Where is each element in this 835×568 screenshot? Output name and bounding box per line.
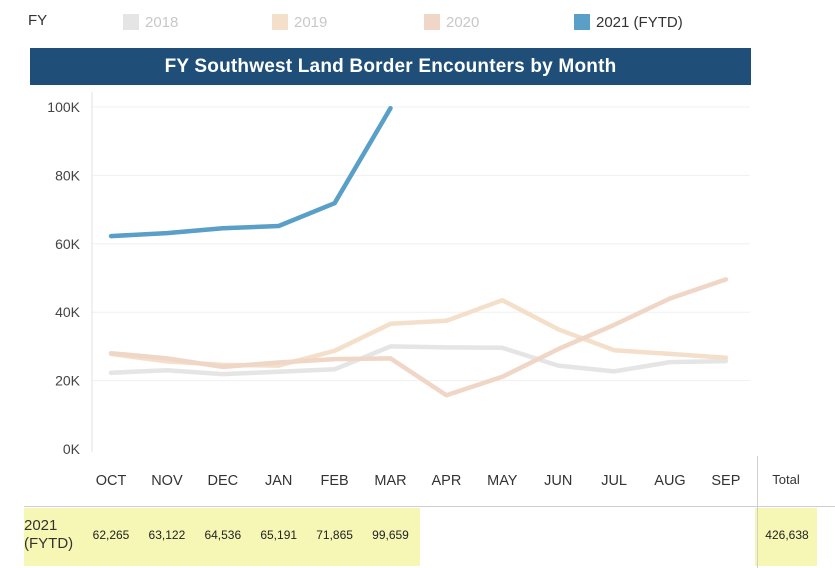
data-table: 2021 (FYTD) 62,265 63,122 64,536 65,191 71,8… xyxy=(0,508,835,568)
y-tick-label: 0K xyxy=(63,441,81,457)
table-highlight xyxy=(24,508,420,566)
y-tick-label: 100K xyxy=(47,99,80,115)
x-tick-label: FEB xyxy=(320,473,348,489)
legend-swatch-2021 xyxy=(574,14,590,30)
x-tick-label: MAY xyxy=(487,473,518,489)
x-tick-label: DEC xyxy=(207,473,238,489)
legend: FY 2018 2019 2020 2021 (FYTD) xyxy=(0,0,835,44)
x-tick-label: JUN xyxy=(544,473,572,489)
table-cell: 71,865 xyxy=(316,528,353,542)
table-row-label: 2021 (FYTD) xyxy=(24,517,74,552)
y-axis: 0K 20K 40K 60K 80K 100K xyxy=(47,92,93,457)
x-tick-label: MAR xyxy=(374,473,406,489)
x-tick-label: SEP xyxy=(711,473,740,489)
legend-swatch-2018 xyxy=(123,14,139,30)
legend-label-2018: 2018 xyxy=(145,13,179,31)
legend-label-2021: 2021 (FYTD) xyxy=(596,13,683,31)
table-total-header: Total xyxy=(772,472,800,487)
y-tick-label: 80K xyxy=(55,167,81,183)
table-cell: 65,191 xyxy=(260,528,298,542)
y-tick-label: 40K xyxy=(55,304,81,320)
x-axis: OCT NOV DEC JAN FEB MAR APR MAY JUN JUL AUG SEP xyxy=(96,473,741,489)
table-cell: 62,265 xyxy=(92,528,130,542)
legend-label-2020: 2020 xyxy=(446,13,480,31)
y-tick-label: 60K xyxy=(55,236,81,252)
legend-item-2018[interactable]: 2018 xyxy=(123,12,178,32)
legend-label-2019: 2019 xyxy=(294,13,328,31)
series-line-2021-fytd xyxy=(108,105,393,239)
x-tick-label: AUG xyxy=(654,473,685,489)
x-tick-label: JAN xyxy=(265,473,292,489)
table-cell: 64,536 xyxy=(204,528,242,542)
table-cell: 99,659 xyxy=(372,528,409,542)
total-highlight xyxy=(755,508,817,566)
gridlines xyxy=(92,106,750,450)
legend-item-2021[interactable]: 2021 (FYTD) xyxy=(574,12,683,32)
legend-swatch-2020 xyxy=(424,14,440,30)
legend-title: FY xyxy=(28,12,48,29)
table-divider xyxy=(24,506,835,507)
x-tick-label: APR xyxy=(431,473,461,489)
series-line-2018 xyxy=(108,344,729,377)
series-layer xyxy=(108,105,729,398)
chart-title: FY Southwest Land Border Encounters by M… xyxy=(30,48,751,85)
legend-item-2019[interactable]: 2019 xyxy=(272,12,327,32)
table-total-value: 426,638 xyxy=(765,528,809,542)
table-cell: 63,122 xyxy=(148,528,186,542)
total-divider xyxy=(757,456,758,568)
y-tick-label: 20K xyxy=(55,373,81,389)
x-tick-label: JUL xyxy=(601,473,627,489)
legend-swatch-2019 xyxy=(272,14,288,30)
x-tick-label: NOV xyxy=(151,473,183,489)
series-line-2020 xyxy=(108,277,729,398)
line-chart: 0K 20K 40K 60K 80K 100K OCT NOV DEC JAN FEB MAR APR… xyxy=(47,92,750,489)
series-line-2019 xyxy=(108,297,729,368)
legend-item-2020[interactable]: 2020 xyxy=(424,12,479,32)
x-tick-label: OCT xyxy=(96,473,127,489)
